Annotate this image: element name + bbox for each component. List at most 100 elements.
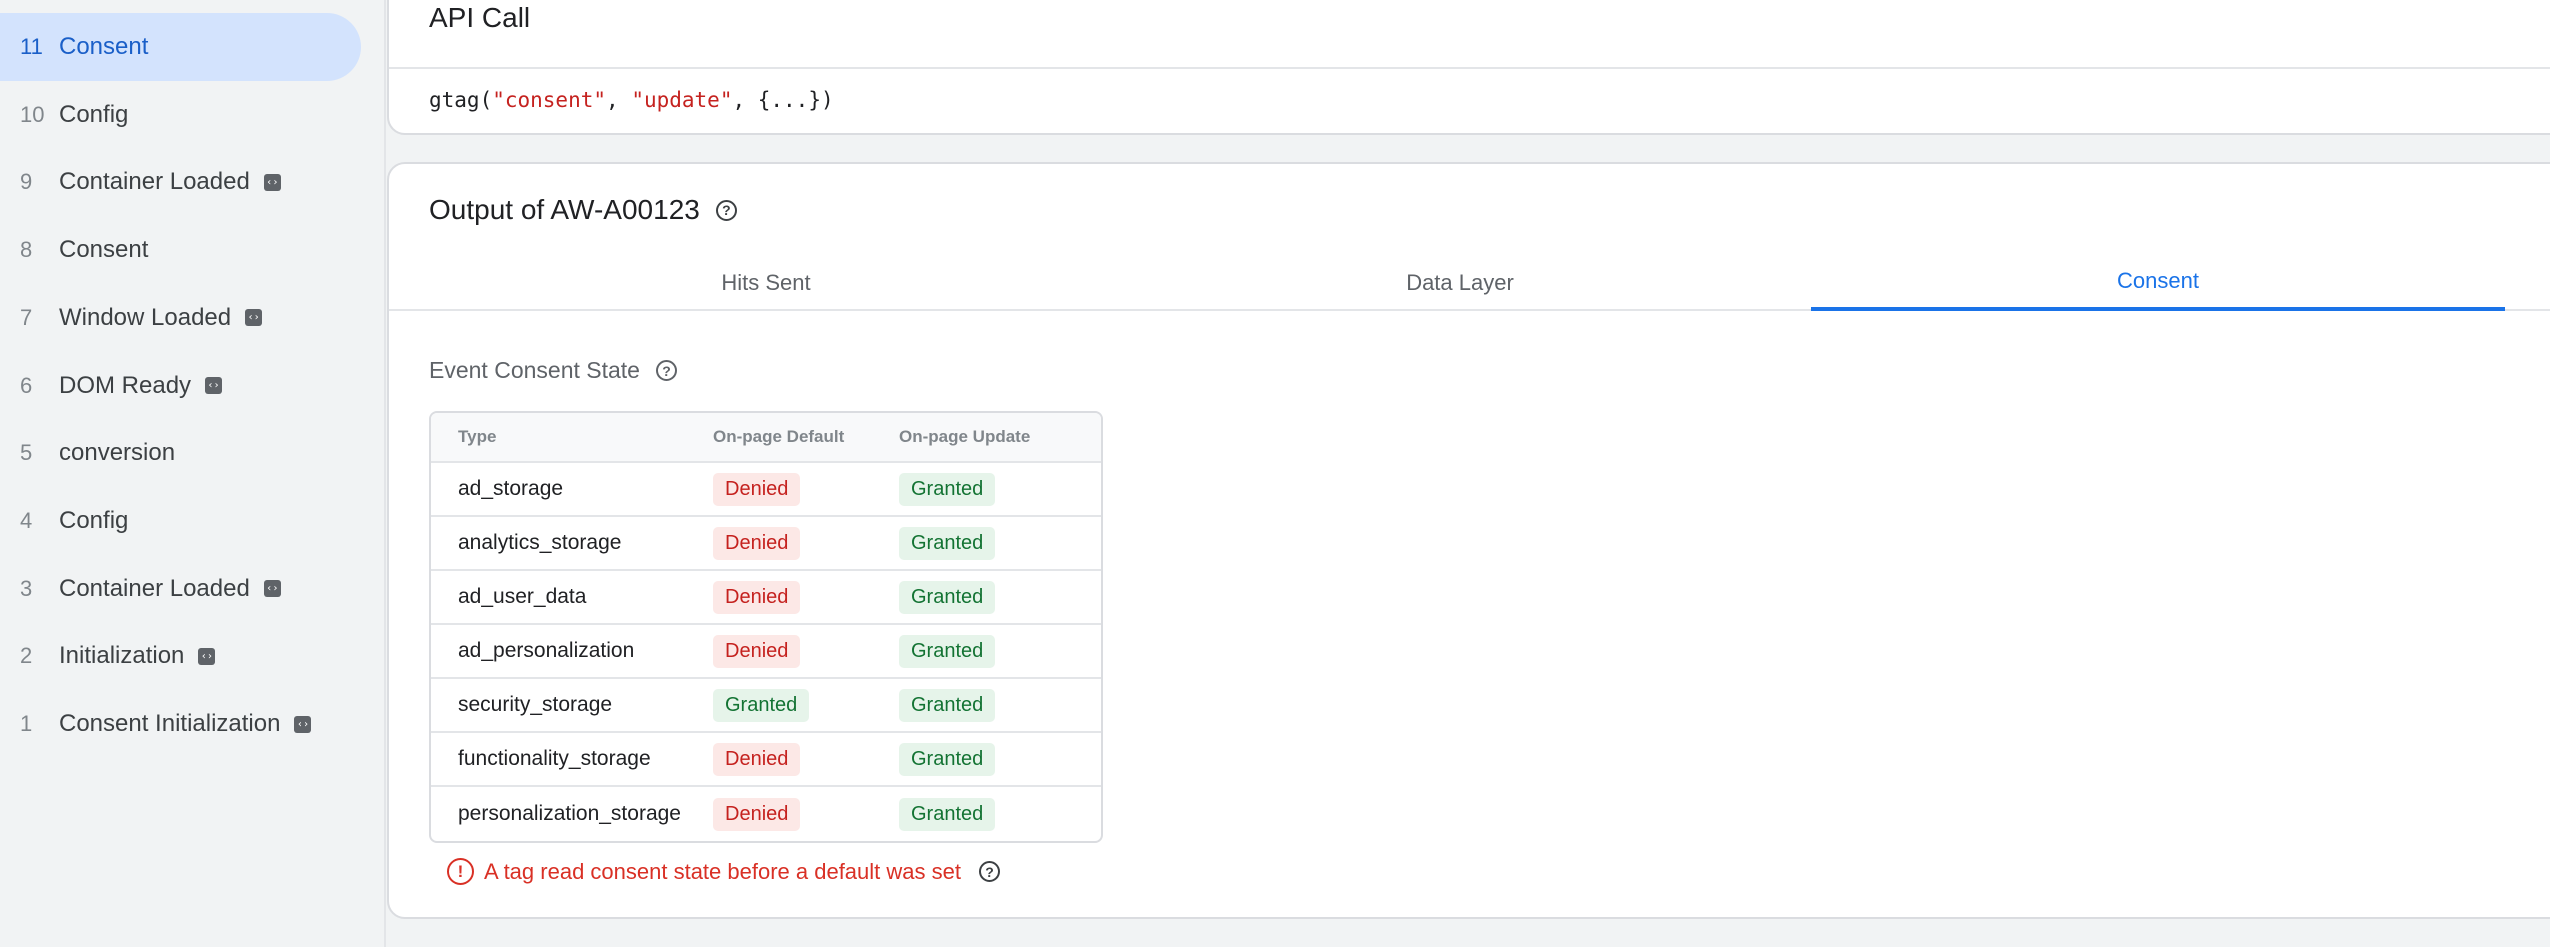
event-number: 7 [20,304,33,330]
sidebar-item-event[interactable]: 5 conversion [0,419,361,487]
code-icon: ‹› [294,715,312,733]
consent-type: personalization_storage [458,802,681,825]
consent-cell: Denied [713,625,899,679]
section-title: Event Consent State [429,357,640,383]
code-icon: ‹› [198,647,216,665]
event-consent-state-heading: Event Consent State? [429,357,677,384]
api-call-code: gtag("consent", "update", {...}) [429,88,834,112]
sidebar-item-event[interactable]: 1 Consent Initialization ‹› [0,690,361,758]
code-arg: "update" [631,88,733,112]
event-number: 1 [20,711,33,736]
help-circle-icon[interactable]: ? [978,861,1000,882]
event-label: Consent Initialization [59,710,281,737]
table-row: security_storage Granted Granted [431,679,1101,733]
consent-cell: Granted [899,733,1101,787]
api-call-title: API Call [429,2,531,33]
consent-warning: ! A tag read consent state before a defau… [447,858,1000,885]
help-circle-icon[interactable]: ? [655,360,677,381]
help-circle-icon[interactable]: ? [715,199,737,221]
event-label: DOM Ready [59,371,192,399]
sidebar-item-event[interactable]: 3 Container Loaded ‹› [0,555,361,623]
event-number: 11 [20,34,43,59]
column-header-update: On-page Update [899,413,1101,463]
event-number: 10 [20,101,45,127]
event-label: Config [59,506,129,534]
sidebar-item-event[interactable]: 7 Window Loaded ‹› [0,284,361,352]
consent-cell: Denied [713,463,899,517]
code-rest: , {...}) [732,88,834,112]
output-title-text: Output of AW-A00123 [429,194,700,225]
tab-hits-sent[interactable]: Hits Sent [721,269,811,295]
status-badge: Denied [713,634,801,668]
consent-cell: Granted [713,679,899,733]
warning-text: A tag read consent state before a defaul… [484,858,961,884]
output-card: Output of AW-A00123? Hits Sent Data Laye… [387,162,2550,919]
consent-type: analytics_storage [431,517,713,571]
status-badge: Denied [713,742,801,776]
sidebar-item-event[interactable]: 8 Consent [0,216,361,284]
table-row: personalization_storage Denied Granted [431,787,1101,841]
sidebar-item-event[interactable]: 2 Initialization ‹› [0,622,361,690]
event-label: conversion [59,439,176,467]
tab-consent[interactable]: Consent [1811,254,2505,311]
column-header-default: On-page Default [713,413,899,463]
sidebar-item-event[interactable]: 9 Container Loaded ‹› [0,148,361,216]
event-number: 9 [20,169,33,195]
code-icon: ‹› [263,173,281,191]
consent-type: ad_storage [431,463,713,517]
column-header-type: Type [431,413,713,463]
consent-cell: Denied [713,571,899,625]
tab-data-layer[interactable]: Data Layer [1406,269,1514,295]
table-row: functionality_storage Denied Granted [431,733,1101,787]
event-label: Consent [59,33,149,60]
consent-type: security_storage [431,679,713,733]
consent-cell: Granted [899,463,1101,517]
event-number: 4 [20,507,33,533]
sidebar-item-event[interactable]: 4 Config [0,487,361,555]
consent-cell: Granted [899,679,1101,733]
event-number: 8 [20,237,33,263]
code-icon: ‹› [205,377,223,394]
event-label: Container Loaded [59,574,250,602]
status-badge: Denied [713,580,801,614]
status-badge: Denied [713,472,801,506]
consent-type: ad_personalization [431,625,713,679]
code-fn: gtag( [429,88,493,112]
status-badge: Granted [899,797,996,831]
event-label: Window Loaded [59,303,232,331]
status-badge: Granted [899,742,996,776]
consent-cell: Granted [899,787,1101,841]
event-number: 3 [20,575,33,601]
divider [389,67,2550,69]
api-call-card: API Call gtag("consent", "update", {...}… [387,0,2550,135]
output-title: Output of AW-A00123? [429,194,737,226]
status-badge: Granted [899,526,996,560]
event-timeline-sidebar: 11 Consent 10 Config 9 Container Loaded ‹› 8 Con… [0,0,386,947]
event-label: Consent [59,236,149,264]
table-row: ad_personalization Denied Granted [431,625,1101,679]
status-badge: Granted [899,688,996,722]
status-badge: Granted [899,580,996,614]
status-badge: Granted [899,634,996,668]
event-number: 6 [20,372,33,398]
code-icon: ‹› [263,580,281,598]
status-badge: Denied [713,797,801,831]
consent-cell: Denied [713,517,899,571]
status-badge: Granted [713,688,810,722]
sidebar-item-event[interactable]: 11 Consent [0,13,361,81]
consent-cell: Denied [713,787,899,841]
consent-type: functionality_storage [431,733,713,787]
output-tabs: Hits Sent Data Layer Consent [389,254,2550,311]
consent-cell: Denied [713,733,899,787]
table-row: ad_storage Denied Granted [431,463,1101,517]
event-label: Container Loaded [59,168,250,196]
sidebar-item-event[interactable]: 6 DOM Ready ‹› [0,352,361,420]
consent-table: Type On-page Default On-page Update ad_s… [429,411,1103,843]
sidebar-item-event[interactable]: 10 Config [0,81,361,149]
status-badge: Granted [899,472,996,506]
event-number: 5 [20,440,33,466]
event-number: 2 [20,643,33,669]
code-icon: ‹› [245,309,263,327]
consent-type: ad_user_data [431,571,713,625]
consent-cell: Granted [899,571,1101,625]
